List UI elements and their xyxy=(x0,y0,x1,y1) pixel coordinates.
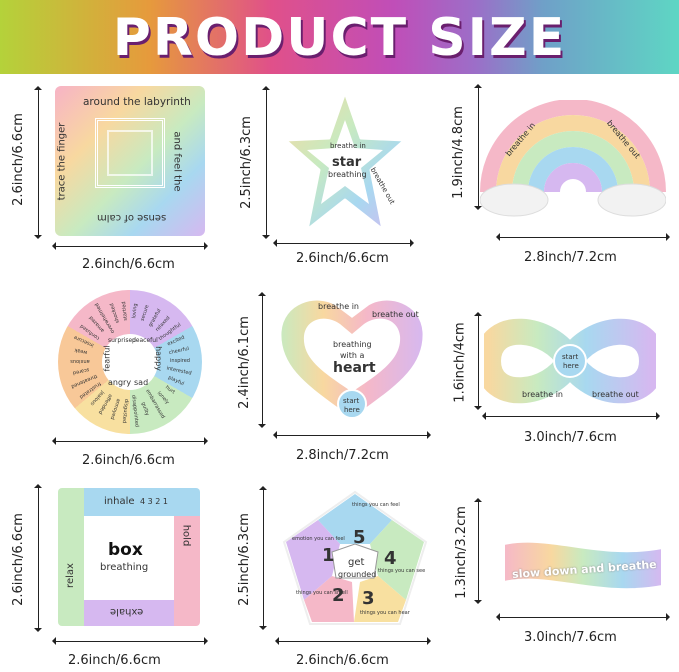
pentagon-feel: things you can feel xyxy=(352,502,400,508)
heart-line1: breathing xyxy=(333,340,372,349)
box-sticker xyxy=(58,488,200,626)
pentagon-sticker xyxy=(282,490,428,625)
infinity-here: here xyxy=(563,362,579,370)
height-label: 1.9inch/4.8cm xyxy=(450,106,466,199)
pentagon-num-5: 5 xyxy=(353,527,366,548)
heart-here: here xyxy=(344,406,360,414)
height-arrow xyxy=(474,84,482,210)
box-inhale-count: 4 3 2 1 xyxy=(140,497,168,506)
width-arrow xyxy=(52,242,208,250)
pentagon-emotion: emotion you can feel xyxy=(292,536,345,542)
pentagon-hear: things you can hear xyxy=(360,610,410,616)
width-label: 2.8inch/7.2cm xyxy=(296,448,389,463)
width-arrow xyxy=(275,637,431,645)
rainbow-sticker xyxy=(480,100,666,217)
width-label: 3.0inch/7.6cm xyxy=(524,430,617,445)
emotion-word: inspired xyxy=(170,358,190,364)
width-label: 2.6inch/6.6cm xyxy=(68,653,161,668)
pentagon-num-2: 2 xyxy=(332,585,345,606)
labyrinth-text-left: trace the finger xyxy=(56,122,68,201)
height-arrow xyxy=(474,498,482,604)
box-title: box xyxy=(108,540,143,560)
pentagon-smell: things you can smell xyxy=(296,590,348,596)
heart-breathe-out: breathe out xyxy=(372,310,419,319)
height-label: 2.6inch/6.6cm xyxy=(10,513,26,606)
box-subtitle: breathing xyxy=(100,562,149,573)
width-arrow xyxy=(52,437,208,445)
pentagon-see: things you can see xyxy=(378,568,426,574)
emotion-wheel-center xyxy=(102,334,158,390)
height-arrow xyxy=(474,312,482,410)
emotion-fearful: fearful xyxy=(102,345,112,372)
maze-icon xyxy=(95,118,165,188)
page-title: PRODUCT SIZE xyxy=(112,8,567,68)
heart-title: heart xyxy=(333,360,376,376)
width-arrow xyxy=(496,233,670,241)
star-breathe-in: breathe in xyxy=(330,142,366,150)
emotion-surprised: surprised xyxy=(108,337,136,344)
infinity-breathe-out: breathe out xyxy=(592,390,639,399)
height-arrow xyxy=(34,86,42,239)
labyrinth-text-top: around the labyrinth xyxy=(83,96,191,108)
heart-line2: with a xyxy=(340,351,365,360)
emotion-peaceful: peaceful xyxy=(132,337,158,344)
heart-breathe-in: breathe in xyxy=(318,302,359,311)
box-relax: relax xyxy=(64,563,76,588)
heart-start: start xyxy=(343,397,360,405)
height-arrow xyxy=(262,86,270,239)
pentagon-num-4: 4 xyxy=(384,548,397,569)
height-label: 1.6inch/4cm xyxy=(452,322,468,403)
pentagon-num-1: 1 xyxy=(322,545,335,566)
heart-sticker xyxy=(278,297,426,422)
height-arrow xyxy=(34,484,42,632)
box-exhale: exhale xyxy=(110,606,144,617)
pentagon-center-line2: grounded xyxy=(338,570,377,579)
height-label: 2.5inch/6.3cm xyxy=(238,116,254,209)
width-label: 2.6inch/6.6cm xyxy=(296,251,389,266)
labyrinth-text-right: and feel the xyxy=(171,131,183,192)
header-banner: PRODUCT SIZE xyxy=(0,0,679,74)
width-arrow xyxy=(273,239,414,247)
height-arrow xyxy=(259,486,267,630)
height-label: 2.5inch/6.3cm xyxy=(236,513,252,606)
infinity-breathe-in: breathe in xyxy=(522,390,563,399)
labyrinth-text-bottom: sense of calm xyxy=(97,212,167,223)
width-arrow xyxy=(273,431,431,439)
pentagon-num-3: 3 xyxy=(362,588,375,609)
pentagon-center-line1: get xyxy=(348,557,365,568)
infinity-start: start xyxy=(562,353,579,361)
star-subtitle: breathing xyxy=(328,170,367,179)
box-hold: hold xyxy=(180,524,192,547)
slow-down-sticker xyxy=(503,540,663,591)
width-label: 2.8inch/7.2cm xyxy=(524,250,617,265)
labyrinth-sticker: around the labyrinth and feel the sense … xyxy=(55,86,205,236)
width-arrow xyxy=(496,613,670,621)
height-label: 2.6inch/6.6cm xyxy=(10,113,26,206)
emotion-angry: angry xyxy=(108,378,132,387)
star-sticker xyxy=(283,90,407,232)
width-label: 2.6inch/6.6cm xyxy=(82,257,175,272)
emotion-word: anxious xyxy=(70,358,90,364)
infinity-sticker xyxy=(484,318,656,404)
height-label: 2.4inch/6.1cm xyxy=(236,316,252,409)
emotion-sad: sad xyxy=(134,378,149,387)
width-label: 3.0inch/7.6cm xyxy=(524,630,617,645)
width-arrow xyxy=(52,637,208,645)
width-label: 2.6inch/6.6cm xyxy=(296,653,389,668)
width-arrow xyxy=(482,412,660,420)
box-inhale: inhale xyxy=(104,496,135,507)
width-label: 2.6inch/6.6cm xyxy=(82,453,175,468)
height-arrow xyxy=(258,292,266,428)
height-label: 1.3inch/3.2cm xyxy=(453,506,469,599)
star-title: star xyxy=(332,155,362,170)
